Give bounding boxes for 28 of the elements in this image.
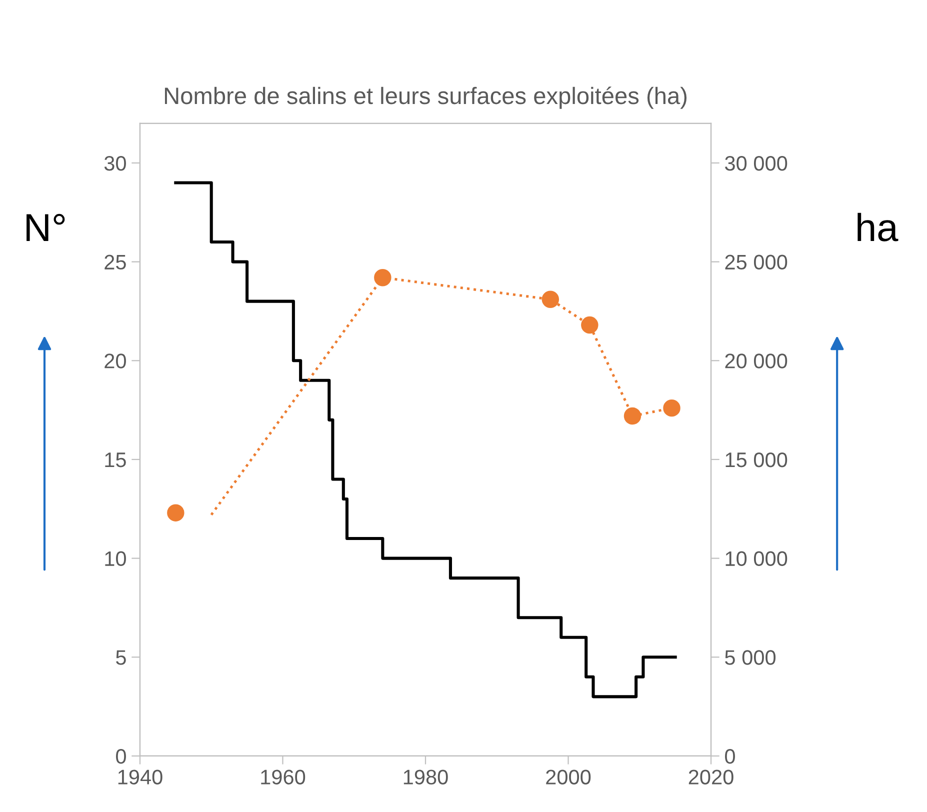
point bbox=[581, 316, 598, 334]
y2-tick-label: 30 000 bbox=[725, 156, 788, 171]
y-tick-label: 5 bbox=[116, 650, 126, 665]
x-tick-label: 2000 bbox=[546, 770, 591, 784]
y-tick-label: 0 bbox=[116, 748, 126, 764]
chart-title: Nombre de salins et leurs surfaces exploitées (ha) bbox=[164, 86, 687, 109]
y2-tick-label: 25 000 bbox=[725, 254, 788, 270]
y2-axis-title: ha bbox=[858, 212, 898, 242]
y-tick-label: 10 bbox=[105, 551, 126, 566]
x-tick-label: 1960 bbox=[261, 770, 306, 784]
y2-tick-label: 0 bbox=[725, 748, 735, 764]
point bbox=[167, 504, 184, 522]
y-tick-label: 25 bbox=[104, 254, 126, 270]
point bbox=[542, 290, 560, 308]
point bbox=[374, 268, 392, 286]
y-tick-label: 20 bbox=[104, 354, 126, 368]
point bbox=[624, 407, 642, 425]
y2-tick-label: 10 000 bbox=[726, 551, 788, 566]
y-axis-title: N° bbox=[26, 214, 65, 242]
x-tick-label: 1940 bbox=[118, 770, 162, 784]
y2-tick-label: 5 000 bbox=[725, 650, 776, 665]
point bbox=[663, 399, 680, 417]
y-tick-label: 30 bbox=[104, 156, 126, 171]
y2-tick-label: 20 000 bbox=[725, 354, 788, 368]
x-tick-label: 2020 bbox=[688, 770, 734, 784]
x-tick-label: 1980 bbox=[404, 770, 448, 784]
y-tick-label: 15 bbox=[105, 452, 126, 468]
y2-tick-label: 15 000 bbox=[726, 452, 788, 468]
